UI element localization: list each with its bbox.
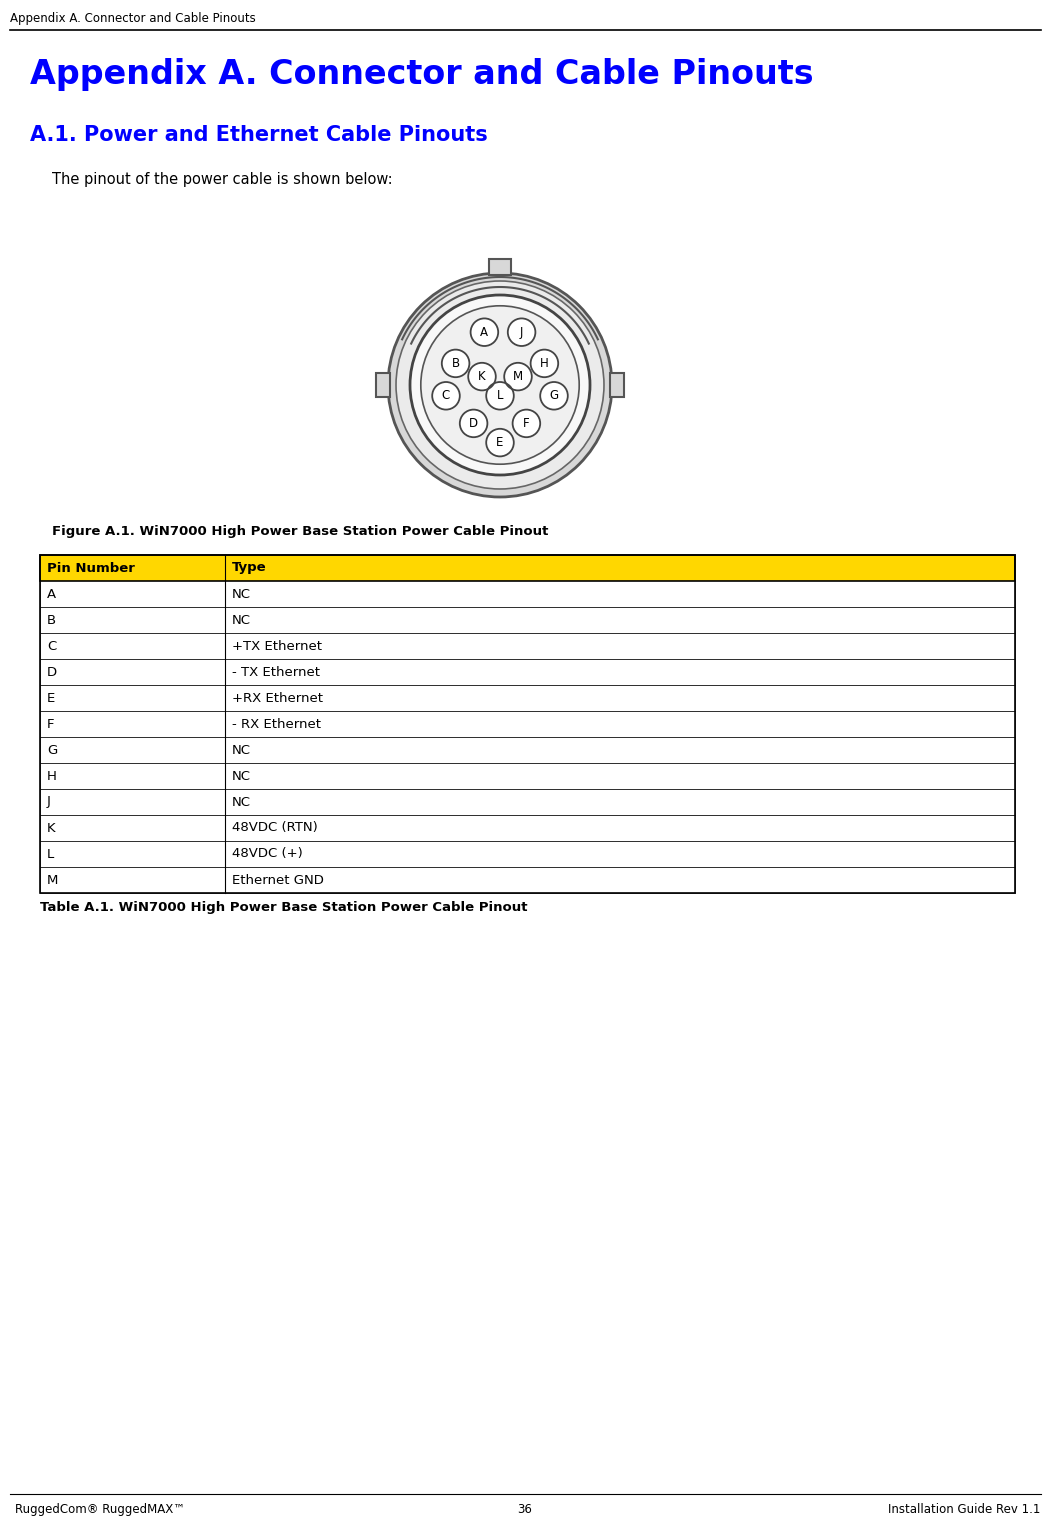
Text: +RX Ethernet: +RX Ethernet: [232, 692, 323, 704]
FancyBboxPatch shape: [40, 815, 1015, 841]
FancyBboxPatch shape: [40, 555, 1015, 581]
Circle shape: [487, 428, 514, 456]
Text: J: J: [47, 796, 50, 809]
Text: E: E: [496, 436, 503, 450]
Text: H: H: [47, 770, 57, 782]
FancyBboxPatch shape: [40, 658, 1015, 684]
FancyBboxPatch shape: [40, 789, 1015, 815]
FancyBboxPatch shape: [610, 373, 624, 396]
FancyBboxPatch shape: [489, 259, 511, 274]
Text: - RX Ethernet: - RX Ethernet: [232, 718, 321, 730]
Text: 36: 36: [517, 1503, 533, 1516]
Circle shape: [487, 383, 514, 410]
Text: A.1. Power and Ethernet Cable Pinouts: A.1. Power and Ethernet Cable Pinouts: [30, 125, 488, 145]
Text: C: C: [47, 640, 57, 652]
Text: M: M: [513, 370, 523, 383]
FancyBboxPatch shape: [40, 712, 1015, 738]
Circle shape: [388, 273, 612, 497]
Text: Figure A.1. WiN7000 High Power Base Station Power Cable Pinout: Figure A.1. WiN7000 High Power Base Stat…: [51, 524, 549, 538]
Text: NC: NC: [232, 770, 251, 782]
Text: Appendix A. Connector and Cable Pinouts: Appendix A. Connector and Cable Pinouts: [30, 58, 813, 91]
Circle shape: [420, 306, 579, 465]
Text: Pin Number: Pin Number: [47, 561, 135, 575]
Text: J: J: [520, 326, 523, 338]
Text: The pinout of the power cable is shown below:: The pinout of the power cable is shown b…: [51, 172, 393, 187]
Text: NC: NC: [232, 587, 251, 600]
FancyBboxPatch shape: [40, 738, 1015, 764]
Circle shape: [504, 363, 532, 390]
Circle shape: [441, 349, 470, 378]
FancyBboxPatch shape: [40, 867, 1015, 893]
Text: C: C: [441, 389, 450, 402]
Text: D: D: [469, 418, 478, 430]
Text: B: B: [47, 614, 56, 626]
Text: RuggedCom® RuggedMAX™: RuggedCom® RuggedMAX™: [15, 1503, 185, 1516]
FancyBboxPatch shape: [40, 684, 1015, 712]
Circle shape: [396, 280, 604, 489]
Text: Table A.1. WiN7000 High Power Base Station Power Cable Pinout: Table A.1. WiN7000 High Power Base Stati…: [40, 901, 528, 914]
Text: D: D: [47, 666, 57, 678]
Text: A: A: [480, 326, 489, 338]
FancyBboxPatch shape: [40, 764, 1015, 789]
Text: H: H: [540, 357, 549, 370]
Text: NC: NC: [232, 744, 251, 756]
Text: 48VDC (RTN): 48VDC (RTN): [232, 821, 317, 835]
Text: F: F: [523, 418, 530, 430]
Circle shape: [540, 383, 568, 410]
Text: A: A: [47, 587, 56, 600]
FancyBboxPatch shape: [376, 373, 390, 396]
Text: NC: NC: [232, 614, 251, 626]
Text: +TX Ethernet: +TX Ethernet: [232, 640, 322, 652]
Text: K: K: [478, 370, 486, 383]
Text: Installation Guide Rev 1.1: Installation Guide Rev 1.1: [888, 1503, 1040, 1516]
Circle shape: [471, 319, 498, 346]
Text: L: L: [47, 847, 55, 861]
Text: G: G: [47, 744, 57, 756]
FancyBboxPatch shape: [40, 632, 1015, 658]
Circle shape: [508, 319, 535, 346]
Text: Type: Type: [232, 561, 267, 575]
Text: - TX Ethernet: - TX Ethernet: [232, 666, 320, 678]
Circle shape: [432, 383, 459, 410]
Circle shape: [410, 296, 590, 475]
Text: E: E: [47, 692, 56, 704]
Text: Ethernet GND: Ethernet GND: [232, 873, 324, 887]
Text: M: M: [47, 873, 59, 887]
Text: 48VDC (+): 48VDC (+): [232, 847, 303, 861]
Text: G: G: [550, 389, 558, 402]
FancyBboxPatch shape: [40, 581, 1015, 607]
Text: Appendix A. Connector and Cable Pinouts: Appendix A. Connector and Cable Pinouts: [11, 12, 255, 24]
Circle shape: [468, 363, 496, 390]
Circle shape: [531, 349, 558, 378]
Text: F: F: [47, 718, 55, 730]
Circle shape: [459, 410, 488, 437]
Circle shape: [513, 410, 540, 437]
FancyBboxPatch shape: [40, 607, 1015, 632]
FancyBboxPatch shape: [40, 841, 1015, 867]
Text: K: K: [47, 821, 56, 835]
Text: NC: NC: [232, 796, 251, 809]
Text: B: B: [452, 357, 459, 370]
Text: L: L: [497, 389, 503, 402]
